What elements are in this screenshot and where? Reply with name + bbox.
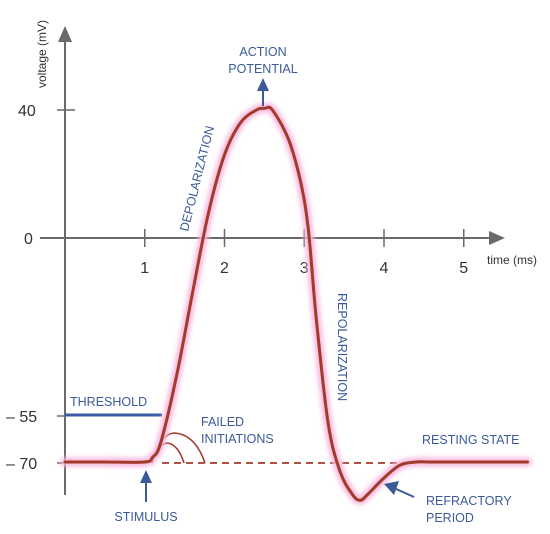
threshold-label: THRESHOLD [70, 395, 147, 409]
axes [40, 26, 505, 495]
y-tick-label-minus55: – 55 [6, 409, 37, 426]
y-axis-label: voltage (mV) [35, 20, 49, 88]
x-tick-label-5: 5 [459, 260, 468, 277]
y-tick-labels: 40 0 – 55 – 70 [6, 103, 37, 473]
action-potential-label-line-1: ACTION [239, 45, 286, 59]
resting-state-label: RESTING STATE [422, 433, 519, 447]
y-tick-label-0: 0 [24, 231, 33, 248]
y-tick-label-minus70: – 70 [6, 456, 37, 473]
refractory-period-label-line-2: PERIOD [426, 511, 474, 525]
failed-initiations-label-line-1: FAILED [201, 415, 244, 429]
action-potential-label-line-2: POTENTIAL [228, 62, 298, 76]
membrane-potential-curve [63, 105, 529, 502]
x-axis-label: time (ms) [487, 253, 537, 267]
x-tick-label-4: 4 [380, 260, 389, 277]
y-tick-label-40: 40 [18, 103, 36, 120]
stimulus-arrowhead [140, 470, 152, 483]
x-tick-label-3: 3 [300, 260, 309, 277]
x-axis-arrowhead [489, 231, 505, 245]
x-ticks: 1 2 3 4 5 [140, 229, 468, 277]
x-tick-label-2: 2 [220, 260, 229, 277]
failed-initiations-label-line-2: INITIATIONS [201, 432, 274, 446]
stimulus-label: STIMULUS [114, 510, 177, 524]
refractory-arrow-shaft [393, 487, 415, 498]
refractory-period-label-line-1: REFRACTORY [426, 494, 512, 508]
refractory-arrowhead [384, 481, 399, 495]
x-tick-label-1: 1 [140, 260, 149, 277]
annotation-arrows [140, 78, 415, 502]
action-potential-arrowhead [257, 78, 269, 91]
repolarization-label: REPOLARIZATION [335, 293, 349, 401]
y-axis-arrowhead [58, 26, 72, 42]
